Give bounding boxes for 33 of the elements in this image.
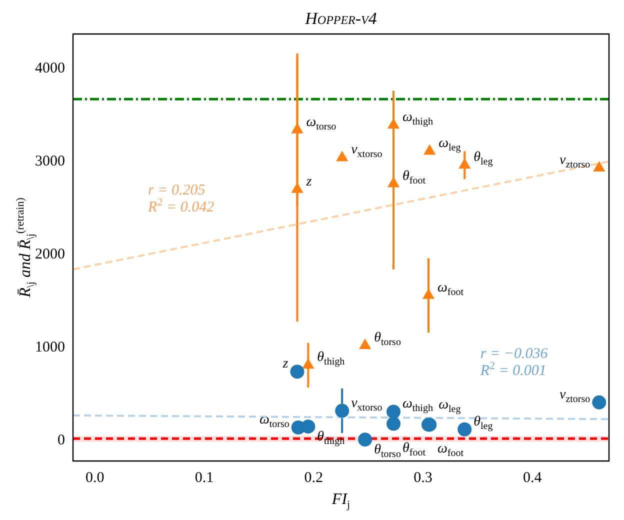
point xyxy=(359,338,372,350)
point xyxy=(387,118,400,129)
point xyxy=(336,150,348,162)
x-tick-label: 0.3 xyxy=(414,470,432,486)
point xyxy=(424,144,436,155)
annotation: r = 0.205 xyxy=(148,182,206,198)
point xyxy=(458,158,471,169)
data-label: z xyxy=(282,356,289,372)
y-tick-label: 3000 xyxy=(35,153,65,170)
x-tick-label: 0.4 xyxy=(523,470,542,486)
y-tick-label: 4000 xyxy=(35,60,65,76)
point xyxy=(302,358,314,369)
point xyxy=(358,432,372,447)
point xyxy=(592,395,606,410)
annotation: r = −0.036 xyxy=(480,346,548,362)
point xyxy=(301,420,316,434)
chart-title: Hopper-v4 xyxy=(304,9,378,28)
x-tick-label: 0.1 xyxy=(194,470,214,486)
point xyxy=(291,182,304,193)
point xyxy=(386,404,401,419)
point xyxy=(386,416,401,431)
y-tick-label: 1000 xyxy=(35,339,65,356)
y-tick-label: 0 xyxy=(58,432,65,448)
x-tick-label: 0.0 xyxy=(86,470,104,486)
y-axis-title: R̄\j and R̄\j(retrain) xyxy=(14,197,37,298)
data-label: z xyxy=(305,174,312,190)
x-tick-label: 0.2 xyxy=(304,470,324,486)
point xyxy=(291,122,304,134)
point xyxy=(290,364,304,379)
y-tick-label: 2000 xyxy=(35,246,65,262)
point xyxy=(458,422,472,436)
point xyxy=(335,404,350,418)
point xyxy=(593,160,606,172)
